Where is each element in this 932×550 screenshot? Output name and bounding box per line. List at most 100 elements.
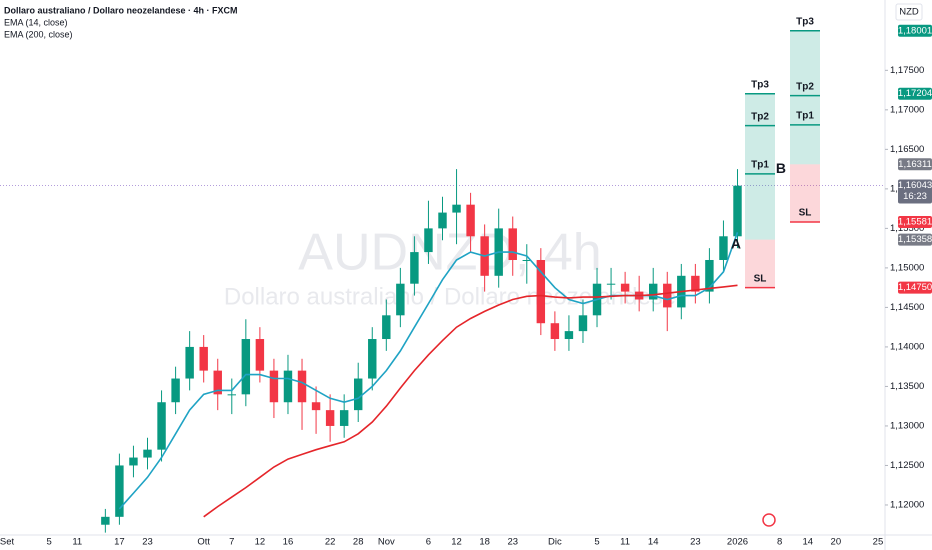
candle-body <box>564 331 574 340</box>
y-tick-label: 1,17000 <box>890 104 924 115</box>
x-tick-label: 14 <box>802 537 813 548</box>
x-tick-label: 11 <box>620 537 630 548</box>
target-label: Tp2 <box>796 81 814 92</box>
price-label-box <box>898 87 932 100</box>
candle-body <box>368 339 377 379</box>
currency[interactable]: NZD <box>899 7 919 18</box>
candle-body <box>199 346 208 371</box>
x-tick-label: 8 <box>777 537 782 548</box>
candle-body <box>311 402 321 411</box>
y-tick-label: 1,17500 <box>890 65 924 76</box>
y-tick-label: 1,14000 <box>890 341 924 352</box>
candle-body <box>691 275 700 292</box>
price-label-box <box>898 158 932 171</box>
candle-body <box>396 283 405 316</box>
candle-body <box>606 283 616 285</box>
candle-body <box>550 323 560 340</box>
currency-box[interactable] <box>895 3 923 21</box>
current-price-box <box>898 179 932 204</box>
y-tick-label: 1,12500 <box>890 460 924 471</box>
candle-body <box>143 449 152 458</box>
target-zone <box>790 30 820 165</box>
price-label: 1,14750 <box>898 282 932 293</box>
target-label: Tp3 <box>796 16 814 27</box>
price-label-box <box>898 215 932 228</box>
y-tick-label: 1,14500 <box>890 302 924 313</box>
x-tick-label: 7 <box>229 537 234 548</box>
x-tick-label: 11 <box>72 537 82 548</box>
x-tick-label: Ott <box>197 537 210 548</box>
target-zone <box>745 93 775 240</box>
candle-body <box>283 370 293 403</box>
x-tick-label: 23 <box>507 537 518 548</box>
candle-body <box>508 228 517 260</box>
y-tick-label: 1,15500 <box>890 223 924 234</box>
current-price-label: 1,16043 <box>898 180 932 191</box>
candle-body <box>297 370 307 403</box>
stop-zone <box>745 239 775 288</box>
y-tick-label: 1,16500 <box>890 144 924 155</box>
candle-body <box>255 339 265 371</box>
x-tick-label: 12 <box>451 537 462 548</box>
candle-body <box>354 378 363 411</box>
price-label: 1,16311 <box>898 159 932 170</box>
x-tick-label: 6 <box>426 537 431 548</box>
y-tick-label: 1,15000 <box>890 262 924 273</box>
setup-name: B <box>776 160 786 176</box>
chart-title: Dollaro australiano / Dollaro neozelande… <box>4 5 238 15</box>
candle-body <box>325 410 335 426</box>
price-label: 1,18001 <box>898 25 932 36</box>
price-label: 1,15581 <box>898 216 932 227</box>
candle-body <box>115 465 124 517</box>
x-tick-label: 23 <box>142 537 153 548</box>
x-tick-label: 23 <box>690 537 701 548</box>
event-icon[interactable] <box>762 513 776 527</box>
candle-body <box>466 204 475 237</box>
plot-area: SL A Tp1 Tp2 Tp3 SL B Tp1 Tp2 Tp3 <box>0 16 885 533</box>
x-tick-label: 22 <box>325 537 336 548</box>
y-tick-label: 1,13000 <box>890 420 924 431</box>
candle-body <box>452 204 461 213</box>
price-label: 1,17204 <box>898 88 932 99</box>
candle-body <box>719 236 728 260</box>
x-tick-label: 25 <box>873 537 884 548</box>
candle-body <box>213 370 222 395</box>
candle-body <box>157 402 166 450</box>
stop-label: SL <box>799 208 812 219</box>
price-label: 1,15358 <box>898 234 932 245</box>
x-tick-label: 2026 <box>727 537 748 548</box>
x-tick-label: 20 <box>831 537 842 548</box>
x-tick-label: 12 <box>255 537 266 548</box>
price-label-box <box>898 24 932 37</box>
candle-body <box>410 252 419 284</box>
x-tick-label: 5 <box>47 537 52 548</box>
candle-body <box>620 283 630 292</box>
candle-body <box>339 410 349 426</box>
stop-label: SL <box>754 273 767 284</box>
candle-body <box>101 516 110 525</box>
x-tick-label: 18 <box>479 537 490 548</box>
candle-body <box>424 228 433 253</box>
target-label: Tp2 <box>751 111 769 122</box>
x-tick-label: 14 <box>648 537 659 548</box>
watermark-symbol: AUDNZD, 4h <box>298 224 601 282</box>
candle-body <box>185 346 194 379</box>
x-tick-label: Nov <box>378 537 395 548</box>
price-label-box <box>898 281 932 294</box>
candle-body <box>705 259 714 292</box>
candle-body <box>227 394 236 396</box>
target-label: Tp1 <box>751 159 769 170</box>
target-label: Tp3 <box>751 79 769 90</box>
indicator-legend: EMA (200, close) <box>4 29 73 39</box>
x-tick-label: 5 <box>594 537 599 548</box>
candle-body <box>536 259 546 324</box>
candle-body <box>129 457 138 466</box>
candle-body <box>438 212 447 229</box>
countdown: 16:23 <box>903 191 927 202</box>
x-tick-label: Dic <box>548 537 562 548</box>
candle-body <box>241 339 251 395</box>
candle-body <box>663 283 672 308</box>
candle-body <box>733 185 742 237</box>
candle-body <box>382 315 391 340</box>
